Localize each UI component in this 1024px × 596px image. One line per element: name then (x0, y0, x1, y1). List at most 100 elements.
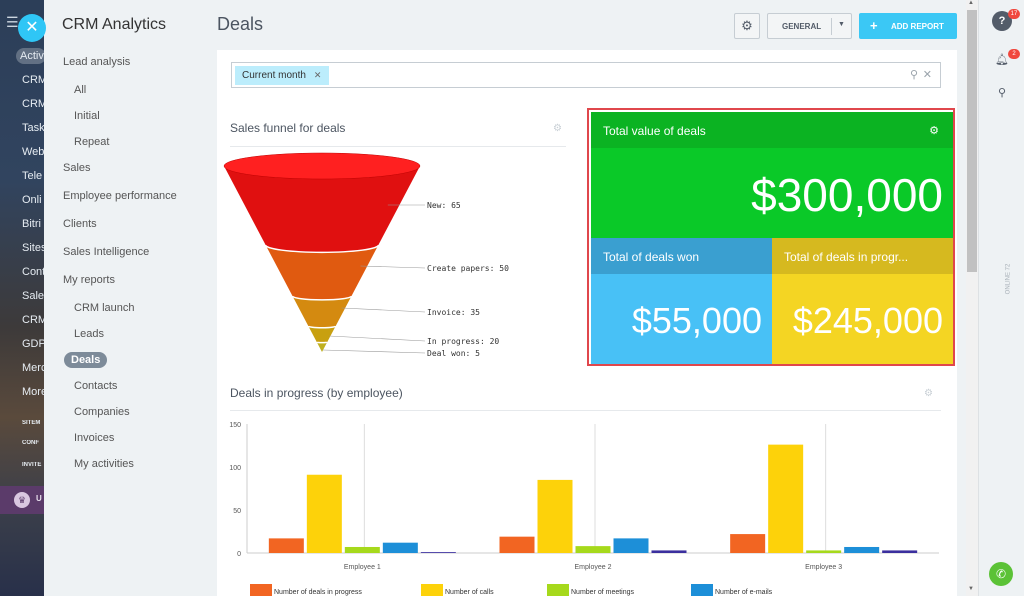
bar[interactable] (420, 552, 456, 553)
funnel-stage-label: Deal won: 5 (427, 349, 480, 358)
search-icon[interactable]: ⚲ (997, 87, 1007, 99)
funnel-title: Sales funnel for deals (230, 121, 346, 135)
portal-menu-item[interactable]: Sales (22, 290, 44, 302)
tile-value: $55,000 (631, 300, 762, 341)
bar[interactable] (344, 546, 380, 553)
legend-swatch[interactable] (547, 584, 569, 596)
bar[interactable] (882, 550, 918, 553)
portal-menu-item[interactable]: GDP (22, 338, 44, 350)
bar[interactable] (768, 444, 804, 553)
general-dropdown[interactable]: GENERAL ▼ (767, 13, 852, 39)
nav-item-leads[interactable]: Leads (74, 328, 104, 340)
scroll-up-icon[interactable]: ▲ (968, 0, 974, 6)
divider (230, 410, 941, 411)
legend-label[interactable]: Number of calls (445, 589, 494, 596)
portal-menu-item[interactable]: CRM (22, 98, 44, 110)
total-value-tile: Total value of deals ⚙ $300,000 (591, 112, 953, 238)
bar[interactable] (499, 536, 535, 553)
bar[interactable] (575, 546, 611, 553)
phone-icon[interactable]: ✆ (989, 562, 1013, 586)
bell-icon[interactable]: 🔔︎ (995, 54, 1009, 66)
portal-menu-item[interactable]: CRM (22, 74, 44, 86)
analytics-nav: CRM Analytics Lead analysis All Initial Rep… (44, 0, 216, 596)
bar[interactable] (382, 542, 418, 553)
bar[interactable] (844, 546, 880, 553)
nav-item-lead-analysis[interactable]: Lead analysis (63, 56, 131, 68)
y-tick-label: 0 (237, 551, 241, 558)
nav-item-my-activities[interactable]: My activities (74, 458, 134, 470)
help-badge: 17 (1008, 9, 1020, 19)
portal-menu-item[interactable]: Tele (22, 170, 43, 182)
portal-menu-item[interactable]: More (22, 386, 44, 398)
bar[interactable] (651, 550, 687, 553)
chart-gear-icon[interactable]: ⚙ (924, 388, 933, 399)
nav-item-all[interactable]: All (74, 84, 87, 96)
bar[interactable] (537, 479, 573, 553)
settings-button[interactable]: ⚙ (734, 13, 760, 39)
nav-item-companies[interactable]: Companies (74, 406, 130, 418)
portal-menu-item[interactable]: CONF (22, 440, 39, 446)
legend-swatch[interactable] (421, 584, 443, 596)
nav-item-crm-launch[interactable]: CRM launch (74, 302, 135, 314)
nav-item-repeat[interactable]: Repeat (74, 136, 110, 148)
funnel-gear-icon[interactable]: ⚙ (553, 123, 562, 134)
bar[interactable] (306, 474, 342, 553)
portal-menu-item[interactable]: Task (22, 122, 44, 134)
help-icon[interactable]: ? (992, 11, 1012, 31)
nav-item-deals[interactable]: Deals (64, 352, 108, 368)
legend-swatch[interactable] (691, 584, 713, 596)
search-icon[interactable]: ⚲ (909, 69, 918, 81)
divider (230, 146, 566, 147)
bar[interactable] (268, 538, 304, 553)
nav-item-contacts[interactable]: Contacts (74, 380, 118, 392)
portal-menu-item[interactable]: Cont (22, 266, 44, 278)
legend-label[interactable]: Number of meetings (571, 589, 635, 596)
nav-item-sales[interactable]: Sales (63, 162, 91, 174)
portal-menu-item[interactable]: Merc (22, 362, 44, 374)
nav-item-invoices[interactable]: Invoices (74, 432, 115, 444)
filter-bar[interactable]: Current month ✕ ⚲ ✕ (231, 62, 941, 88)
portal-menu-item[interactable]: Sites (22, 242, 44, 254)
bar[interactable] (806, 550, 842, 553)
add-report-button[interactable]: + ADD REPORT (859, 13, 957, 39)
funnel-leader-line (341, 307, 426, 313)
divider (831, 18, 832, 35)
filter-chip-label: Current month (242, 70, 306, 81)
funnel-top (223, 152, 421, 180)
legend-swatch[interactable] (250, 584, 272, 596)
crown-icon: ♛ (14, 492, 30, 508)
nav-item-initial[interactable]: Initial (74, 110, 100, 122)
tile-value: $300,000 (751, 169, 943, 221)
nav-item-clients[interactable]: Clients (63, 218, 97, 230)
upgrade-bar[interactable]: ♛ U (0, 486, 44, 514)
bar[interactable] (730, 534, 766, 553)
chevron-down-icon[interactable]: ▼ (838, 21, 845, 28)
gear-icon: ⚙ (741, 18, 753, 33)
chip-remove-icon[interactable]: ✕ (313, 70, 322, 80)
legend-label[interactable]: Number of e-mails (715, 589, 773, 596)
chart-title: Deals in progress (by employee) (230, 386, 403, 400)
nav-item-sales-intelligence[interactable]: Sales Intelligence (63, 246, 150, 258)
hamburger-icon[interactable]: ☰ (6, 14, 19, 30)
portal-menu-item[interactable]: SITEM (22, 420, 41, 426)
portal-menu-item[interactable]: INVITE (22, 462, 42, 468)
scrollbar-thumb[interactable] (967, 10, 977, 272)
scrollbar[interactable]: ▲ ▼ (966, 0, 978, 596)
portal-menu-item[interactable]: Onli (22, 194, 42, 206)
portal-menu-item[interactable]: Bitri (22, 218, 41, 230)
nav-item-employee-performance[interactable]: Employee performance (63, 190, 177, 202)
filter-chip[interactable]: Current month ✕ (235, 66, 330, 85)
portal-menu-item[interactable]: CRM (22, 314, 44, 326)
tile-value: $245,000 (792, 300, 943, 341)
clear-icon[interactable]: ✕ (922, 69, 932, 81)
portal-menu-item[interactable]: Web (22, 146, 44, 158)
nav-item-my-reports[interactable]: My reports (63, 274, 115, 286)
legend-label[interactable]: Number of deals in progress (274, 589, 362, 596)
gear-icon[interactable]: ⚙ (929, 125, 939, 137)
scroll-down-icon[interactable]: ▼ (968, 586, 974, 592)
funnel-divider (264, 244, 380, 254)
close-slider-button[interactable]: ✕ (18, 14, 46, 42)
tile-header: Total of deals in progr... (772, 238, 953, 274)
bar[interactable] (613, 538, 649, 553)
portal-menu-item[interactable]: Activ (16, 48, 46, 64)
